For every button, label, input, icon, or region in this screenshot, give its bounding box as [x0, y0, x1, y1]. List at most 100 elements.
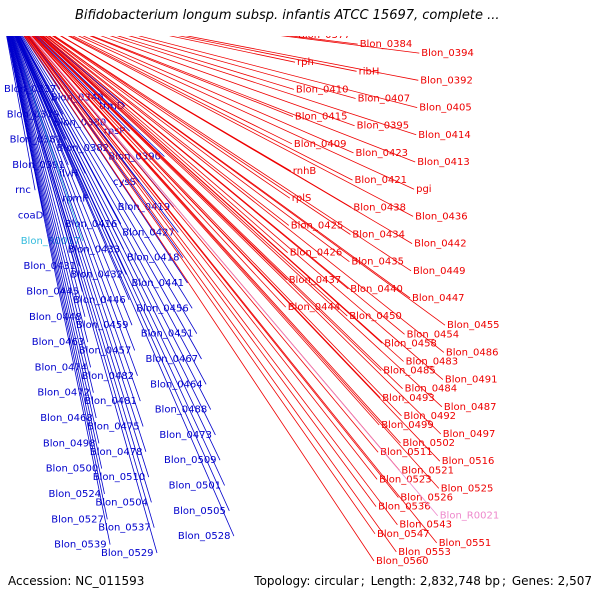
- label-callout-line: [0, 0, 286, 308]
- label-callout-line: [0, 0, 100, 444]
- label-callout-line: [0, 0, 136, 351]
- accession-value: NC_011593: [75, 574, 145, 588]
- gene-label: Blon_0464: [150, 379, 203, 390]
- gene-label: Blon_0536: [378, 502, 431, 513]
- gene-label: Blon_0457: [79, 346, 132, 357]
- label-callout-line: [0, 0, 235, 537]
- label-callout-line: [0, 0, 144, 427]
- label-callout-line: [0, 0, 212, 410]
- topology-label: Topology:: [254, 574, 311, 588]
- gene-label: rph: [297, 57, 314, 68]
- gene-label: Blon_0472: [37, 388, 90, 399]
- label-callout-line: [0, 0, 230, 511]
- gene-label: Blon_0505: [173, 506, 226, 517]
- gene-label: Blon_0444: [288, 302, 341, 313]
- gene-label: rnhB: [293, 166, 317, 177]
- label-callout-line: [0, 0, 443, 408]
- label-callout-line: [0, 0, 91, 368]
- gene-label: Blon_0433: [68, 244, 121, 255]
- label-callout-line: [0, 0, 348, 317]
- gene-label: Blon_0395: [357, 121, 410, 132]
- label-callout-line: [0, 0, 221, 461]
- gene-label: Blon_0423: [356, 148, 409, 159]
- gene-label: Blon_0487: [444, 402, 497, 413]
- label-callout-line: [0, 0, 89, 343]
- gene-label: ribH: [359, 66, 380, 77]
- gene-label: Blon_0488: [155, 405, 208, 416]
- gene-label: Blon_0436: [415, 211, 468, 222]
- label-callout-line: [0, 0, 438, 544]
- gene-label: Blon_0410: [296, 84, 349, 95]
- label-callout-line: [0, 0, 202, 360]
- gene-label: coaD: [18, 211, 44, 222]
- gene-label: Blon_0525: [441, 483, 494, 494]
- gene-label: Blon_0537: [98, 523, 151, 534]
- gene-label: Blon_0419: [118, 202, 171, 213]
- gene-label: Blon_0553: [398, 547, 451, 558]
- footer-summary: Topology: circular; Length: 2,832,748 bp…: [254, 574, 592, 588]
- label-callout-line: [0, 0, 193, 309]
- gene-label: rpsP: [104, 126, 126, 137]
- gene-label: Blon_0431: [24, 261, 77, 272]
- gene-label: Blon_0441: [132, 278, 185, 289]
- gene-label: Blon_0491: [445, 375, 498, 386]
- gene-label: Blon_0481: [84, 396, 137, 407]
- gene-label: Blon_0510: [93, 472, 146, 483]
- gene-label: rpmF: [62, 194, 88, 205]
- gene-label: Blon_0551: [439, 538, 492, 549]
- label-callout-line: [0, 0, 405, 335]
- gene-label: Blon_0390: [108, 152, 161, 163]
- label-callout-line: [0, 0, 198, 334]
- label-callout-line: [0, 0, 442, 435]
- gene-label: Blon_0528: [178, 531, 231, 542]
- page-title: Bifidobacterium longum subsp. infantis A…: [75, 8, 500, 23]
- label-callout-line: [0, 0, 439, 516]
- length-label: Length:: [370, 574, 417, 588]
- gene-label: Blon_0483: [406, 357, 459, 368]
- gene-label: Blon_0463: [32, 337, 85, 348]
- topology-value: circular: [314, 574, 359, 588]
- gene-label: Blon_0414: [418, 130, 471, 141]
- gene-label: Blon_0382: [57, 143, 110, 154]
- gene-label: Blon_0405: [419, 103, 472, 114]
- gene-label: Blon_0560: [376, 556, 429, 567]
- label-callout-line: [0, 0, 152, 503]
- gene-label: Blon_0392: [420, 75, 473, 86]
- gene-label: Blon_0432: [70, 270, 123, 281]
- accession-label: Accession:: [8, 574, 72, 588]
- gene-label: Blon_0446: [73, 295, 126, 306]
- gene-label: Blon_0473: [159, 430, 212, 441]
- label-callout-line: [0, 0, 207, 385]
- gene-label: Blon_0455: [447, 320, 500, 331]
- gene-label: Blon_0438: [353, 202, 406, 213]
- gene-label: Blon_0486: [446, 347, 499, 358]
- gene-label: Blon_0450: [349, 311, 402, 322]
- gene-label: Blon_R0017: [21, 236, 80, 247]
- gene-label: Blon_0409: [294, 139, 347, 150]
- label-callout-line: [0, 0, 444, 380]
- gene-label: Blon_0478: [90, 447, 143, 458]
- gene-label: Blon_0474: [35, 362, 88, 373]
- label-callout-line: [0, 0, 150, 478]
- gene-label: Blon_0379: [7, 109, 60, 120]
- length-value: 2,832,748 bp: [419, 574, 500, 588]
- gene-label: Blon_0547: [377, 529, 430, 540]
- label-callout-line: [0, 0, 103, 469]
- label-callout-line: [0, 0, 155, 528]
- label-callout-line: [0, 0, 398, 525]
- gene-label: Blon_0524: [49, 489, 102, 500]
- gene-label: cysS: [113, 177, 136, 188]
- gene-label: Blon_0425: [291, 220, 344, 231]
- label-callout-line: [0, 0, 147, 452]
- gene-label: Blon_0529: [101, 548, 154, 559]
- gene-label: Blon_0380: [54, 118, 107, 129]
- label-callout-line: [0, 0, 412, 272]
- label-callout-line: [0, 0, 378, 480]
- gene-label: Blon_0459: [76, 320, 129, 331]
- gene-label: pgi: [416, 184, 431, 195]
- label-callout-line: [0, 0, 86, 317]
- label-callout-line: [0, 0, 440, 489]
- label-callout-line: [0, 0, 225, 486]
- label-callout-line: [0, 0, 376, 535]
